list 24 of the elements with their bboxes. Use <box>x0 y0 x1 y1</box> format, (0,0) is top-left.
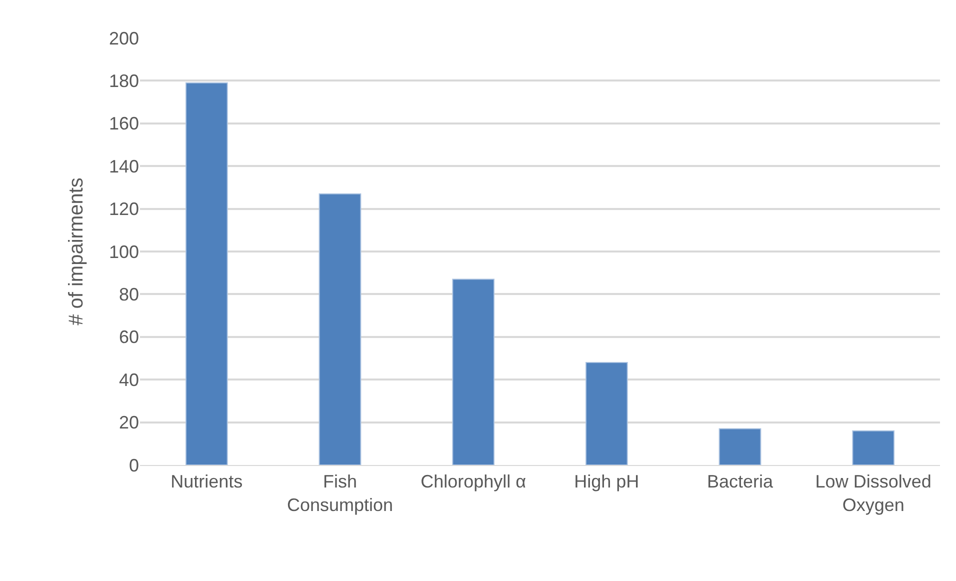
bar <box>186 82 228 465</box>
y-tick-label: 40 <box>118 370 139 390</box>
x-tick-label: Fish Consumption <box>286 472 394 515</box>
y-tick-label: 20 <box>118 412 139 433</box>
y-tick-label: 0 <box>128 455 139 476</box>
x-tick-label: High pH <box>574 472 640 492</box>
bar <box>452 278 494 465</box>
y-tick-label: 80 <box>118 284 139 304</box>
bar <box>718 428 762 465</box>
x-tick-label: Low Dissolved Oxygen <box>815 472 932 515</box>
x-tick-label: Bacteria <box>706 472 774 492</box>
y-tick-label: 140 <box>108 156 139 176</box>
bar <box>852 430 894 465</box>
y-tick-label: 120 <box>108 199 139 220</box>
bar <box>586 362 628 465</box>
bar <box>318 193 362 465</box>
y-axis-title: # of impairments <box>65 178 88 326</box>
y-tick-label: 200 <box>108 28 139 48</box>
y-tick-label: 180 <box>108 71 139 91</box>
x-tick-label: Chlorophyll α <box>420 472 526 492</box>
x-tick-label: Nutrients <box>170 472 243 492</box>
y-tick-label: 160 <box>108 114 139 134</box>
y-tick-label: 60 <box>118 327 139 348</box>
y-tick-label: 100 <box>108 242 139 262</box>
